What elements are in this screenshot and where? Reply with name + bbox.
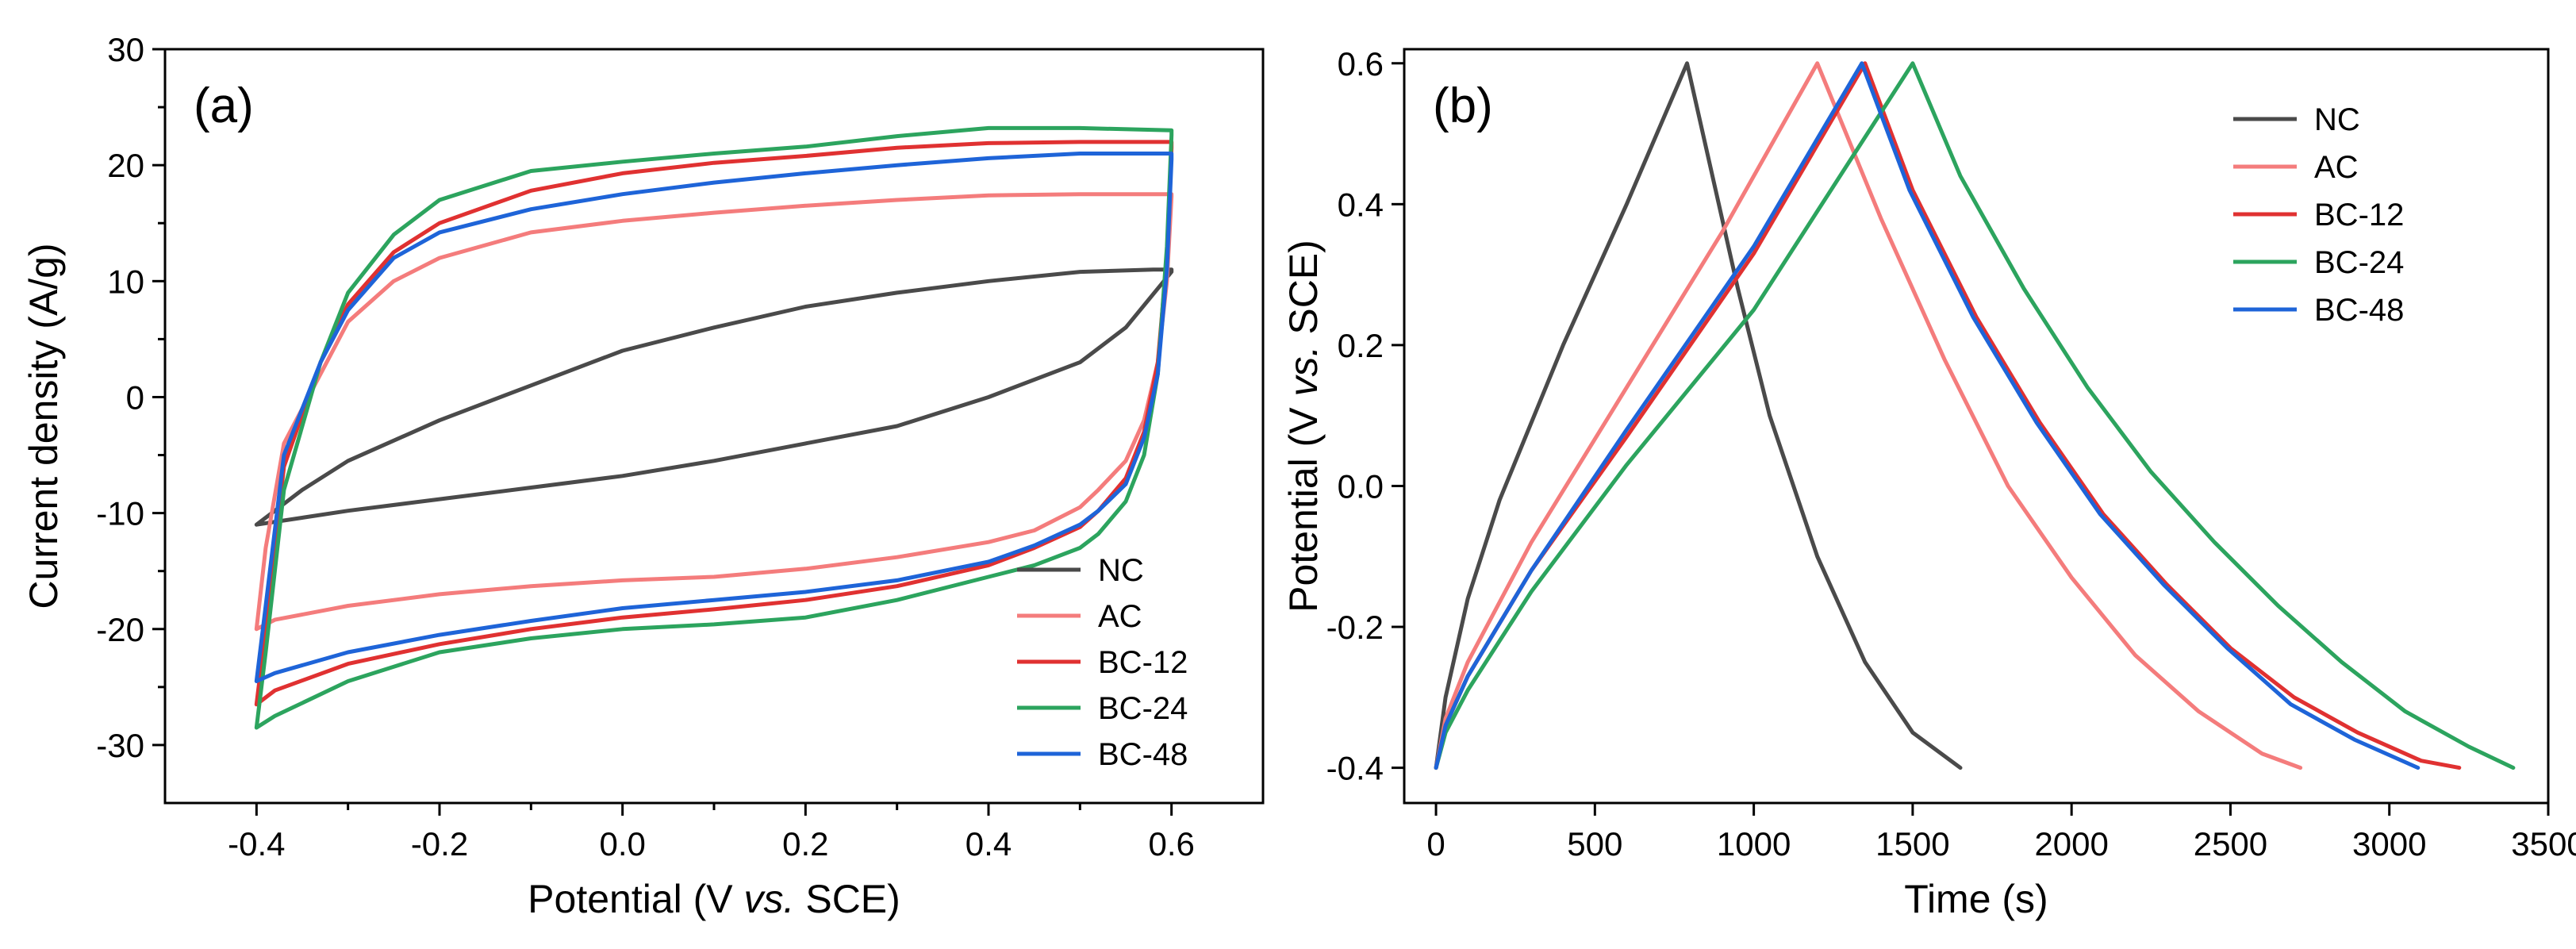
- y-tick-label: 0.4: [1338, 186, 1384, 223]
- series-line-bc-24: [1434, 61, 2516, 770]
- y-tick-label: 20: [107, 147, 144, 184]
- legend-label-nc: NC: [2314, 102, 2360, 137]
- series-line-nc: [254, 267, 1174, 527]
- x-tick-label: -0.4: [228, 825, 285, 863]
- legend-label-bc-48: BC-48: [2314, 293, 2404, 328]
- x-tick-label: 0.2: [782, 825, 828, 863]
- gcd-chart-panel: 0 500 1000 1500 2000 2500 3000 3500 -0.4 -0.2 0.0 0…: [1281, 45, 2576, 921]
- y-tick-label: -0.4: [1326, 750, 1384, 787]
- x-axis-label: Time (s): [1904, 877, 2048, 921]
- series-line-bc-24: [254, 125, 1174, 730]
- y-tick-label: 0.6: [1338, 45, 1384, 83]
- series-line-nc: [1434, 61, 1963, 770]
- legend-label-bc-48: BC-48: [1098, 737, 1188, 772]
- series-line-bc-48: [254, 152, 1174, 683]
- x-tick-label: 0.4: [966, 825, 1012, 863]
- legend-label-bc-24: BC-24: [1098, 691, 1188, 726]
- x-tick-label: 3000: [2352, 825, 2426, 863]
- legend-label-nc: NC: [1098, 553, 1144, 588]
- x-tick-label: 500: [1567, 825, 1622, 863]
- x-tick-label: 0.0: [599, 825, 645, 863]
- x-tick-label: 2000: [2034, 825, 2108, 863]
- legend-label-bc-12: BC-12: [1098, 645, 1188, 680]
- legend-label-bc-12: BC-12: [2314, 198, 2404, 232]
- x-tick-label: 2500: [2194, 825, 2267, 863]
- y-tick-label: 30: [107, 31, 144, 68]
- y-tick-label: -10: [96, 495, 144, 532]
- series-line-ac: [1434, 61, 2303, 770]
- y-tick-label: 0: [126, 378, 144, 416]
- legend-label-ac: AC: [2314, 150, 2359, 185]
- cv-chart-panel: -0.4 -0.2 0.0 0.2 0.4 0.6 -30 -20 -10 0 10 20 30 NC AC…: [21, 31, 1265, 921]
- y-tick-label: 10: [107, 263, 144, 300]
- y-axis-label: Current density (A/g): [21, 243, 66, 609]
- series-line-bc-12: [254, 140, 1174, 707]
- plot-frame: [1403, 48, 2550, 805]
- x-tick-label: 0.6: [1148, 825, 1194, 863]
- y-tick-label: 0.0: [1338, 467, 1384, 505]
- x-axis-label: Potential (V vs. SCE): [528, 877, 900, 921]
- legend-label-bc-24: BC-24: [2314, 245, 2404, 280]
- panel-label: (b): [1433, 79, 1493, 133]
- y-tick-label: 0.2: [1338, 327, 1384, 364]
- x-tick-label: 1000: [1717, 825, 1791, 863]
- legend-label-ac: AC: [1098, 599, 1142, 634]
- x-tick-label: 1500: [1875, 825, 1949, 863]
- y-axis-label: Potential (V vs. SCE): [1281, 240, 1326, 613]
- series-line-bc-12: [1434, 61, 2462, 770]
- x-tick-label: -0.2: [411, 825, 468, 863]
- panel-label: (a): [194, 79, 254, 133]
- series-line-bc-48: [1434, 61, 2421, 770]
- x-tick-label: 3500: [2511, 825, 2576, 863]
- y-tick-label: -20: [96, 611, 144, 648]
- y-tick-label: -0.2: [1326, 609, 1384, 646]
- x-tick-label: 0: [1426, 825, 1445, 863]
- y-tick-label: -30: [96, 727, 144, 764]
